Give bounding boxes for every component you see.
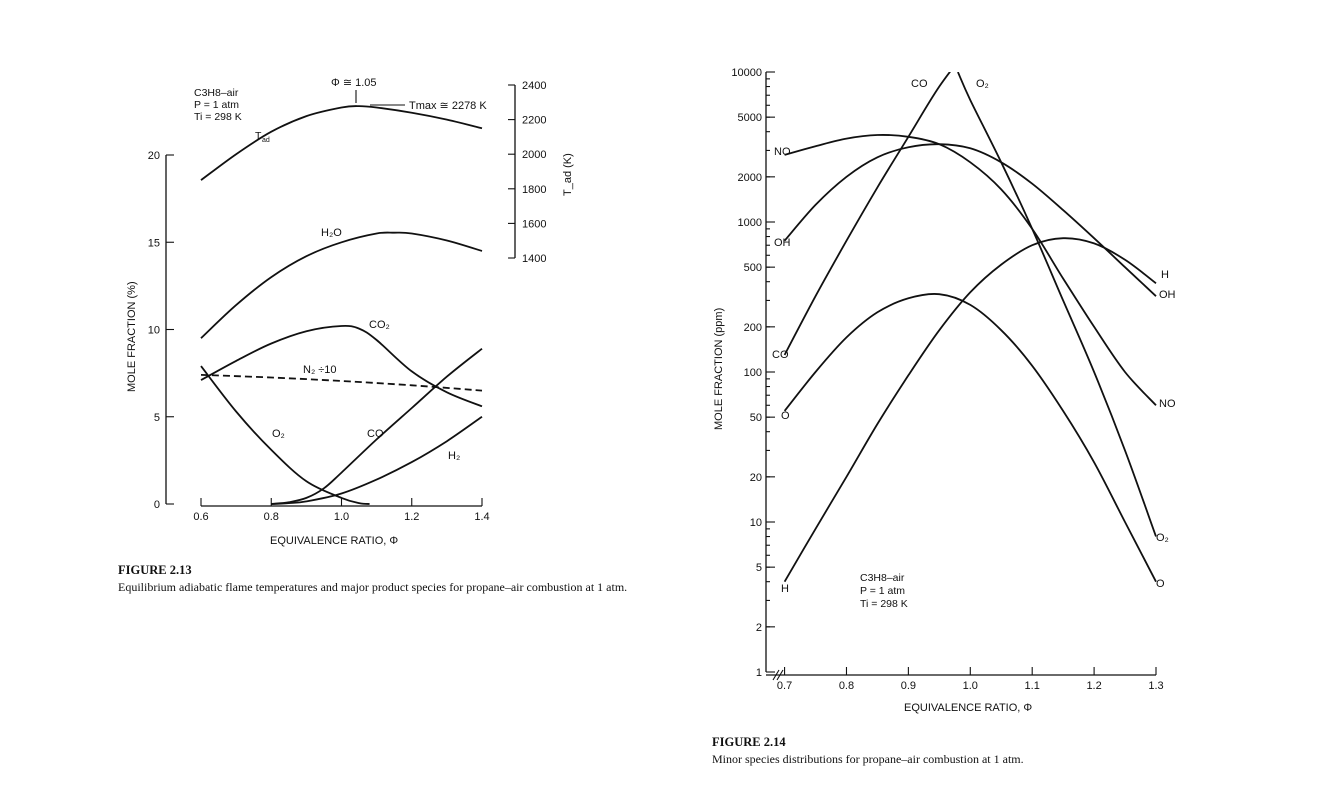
conditions-line-1: C3H8–air [194,87,239,99]
c2-y-tick-label-6: 100 [744,367,762,379]
temperature-axis-label: T_ad (K) [562,153,574,196]
label-co2: CO₂ [369,319,390,331]
figure-2-14-text: Minor species distributions for propane–… [712,752,1024,766]
chart-2-14-conditions-line-1: C3H8–air [860,572,905,584]
c2-y-tick-label-3: 10 [750,517,762,529]
label-h2: H₂ [448,450,460,462]
c2-y-tick-label-11: 5000 [738,112,762,124]
label-o2-right: O₂ [1156,532,1169,544]
c2-curve-oh [783,143,1157,297]
c2-y-tick-label-0: 1 [756,667,762,679]
temperature-tick-label-1: 1600 [522,218,546,230]
c2-curve-h [783,237,1157,583]
x-tick-label-1: 0.8 [264,511,279,523]
c2-y-tick-label-12: 10000 [731,67,762,79]
c2-y-tick-label-4: 20 [750,472,762,484]
c2-curve-no [784,134,1157,406]
label-co-left: CO [772,349,789,361]
figure-2-13-number: FIGURE 2.13 [118,563,192,577]
y-tick-label-4: 20 [148,150,160,162]
chart-2-14-conditions-line-2: P = 1 atm [860,585,905,597]
label-o2-top: O₂ [976,78,989,90]
label-no-left: NO [774,146,791,158]
c2-x-tick-label-0: 0.7 [777,680,792,692]
y-tick-label-1: 5 [154,412,160,424]
chart-2-14-xlabel: EQUIVALENCE RATIO, Φ [904,702,1032,714]
c2-y-tick-label-5: 50 [750,412,762,424]
c2-x-tick-label-6: 1.3 [1148,680,1163,692]
c2-curve-o [783,293,1157,583]
label-co: CO [367,428,384,440]
chart-2-14-conditions-line-3: Ti = 298 K [860,598,908,610]
axis-break-mark-1 [772,669,780,681]
figure-2-14-number: FIGURE 2.14 [712,735,786,749]
label-n2: N₂ ÷10 [303,364,337,376]
curve-o2 [200,365,370,505]
figure-2-13-caption: FIGURE 2.13 Equilibrium adiabatic flame … [118,563,678,594]
curve-t-ad [200,105,483,181]
temperature-tick-label-2: 1800 [522,184,546,196]
y-tick-label-0: 0 [154,499,160,511]
label-h-right: H [1161,269,1169,281]
curve-co [271,347,483,505]
tmax-annotation: Tmax ≅ 2278 K [409,100,487,112]
c2-y-tick-label-10: 2000 [738,172,762,184]
c2-y-tick-label-9: 1000 [738,217,762,229]
c2-x-tick-label-2: 0.9 [901,680,916,692]
conditions-line-3: Ti = 298 K [194,111,242,123]
conditions-line-2: P = 1 atm [194,99,239,111]
c2-x-tick-label-1: 0.8 [839,680,854,692]
label-tad-subscript: ad [262,137,270,144]
label-o2: O₂ [272,428,285,440]
c2-x-tick-label-3: 1.0 [963,680,978,692]
left-y-ticks: 0 5 10 15 20 [148,150,174,511]
figure-2-13-text: Equilibrium adiabatic flame temperatures… [118,580,628,594]
chart-2-13-ylabel: MOLE FRACTION (%) [126,281,138,392]
curve-h2o [200,231,483,339]
label-tad: T [255,130,262,142]
y-tick-label-3: 15 [148,237,160,249]
x-tick-label-2: 1.0 [334,511,349,523]
curve-co2 [200,325,483,408]
chart-2-14-ylabel: MOLE FRACTION (ppm) [713,308,725,430]
label-h2o: H₂O [321,227,342,239]
temperature-tick-label-3: 2000 [522,149,546,161]
x-tick-label-0: 0.6 [193,511,208,523]
temperature-axis-label-text: T_ad (K) [562,153,574,196]
c2-y-tick-label-2: 5 [756,562,762,574]
c2-y-tick-label-1: 2 [756,622,762,634]
c2-x-tick-label-4: 1.1 [1025,680,1040,692]
c2-y-tick-label-7: 200 [744,322,762,334]
c2-curve-o2 [957,72,1157,537]
chart-2-13-curves [200,105,483,505]
label-no-right: NO [1159,398,1176,410]
x-tick-label-3: 1.2 [404,511,419,523]
chart-2-14-curves [783,72,1157,583]
temperature-ticks: 1400 1600 1800 2000 2200 2400 [508,80,546,265]
temperature-tick-label-0: 1400 [522,253,546,265]
figure-2-14-caption: FIGURE 2.14 Minor species distributions … [712,735,1272,766]
label-h-left: H [781,583,789,595]
peak-phi-annotation: Φ ≅ 1.05 [331,77,377,89]
c2-y-tick-label-8: 500 [744,262,762,274]
chart-2-13-xlabel: EQUIVALENCE RATIO, Φ [270,535,398,547]
c2-curve-co [783,72,951,356]
label-co-top: CO [911,78,928,90]
chart-2-14-x-ticks: 0.7 0.8 0.9 1.0 1.1 1.2 1.3 [777,667,1164,692]
label-o-left: O [781,410,790,422]
curve-h2 [271,416,483,505]
y-tick-label-2: 10 [148,325,160,337]
label-oh-right: OH [1159,289,1176,301]
x-tick-label-4: 1.4 [474,511,489,523]
label-oh-left: OH [774,237,791,249]
temperature-tick-label-4: 2200 [522,115,546,127]
x-ticks: 0.6 0.8 1.0 1.2 1.4 [193,498,490,523]
temperature-tick-label-5: 2400 [522,80,546,92]
c2-x-tick-label-5: 1.2 [1086,680,1101,692]
axis-break-mark-2 [776,669,784,681]
label-o-right: O [1156,578,1165,590]
chart-2-14-y-ticks: 1 2 5 10 20 50 100 200 500 1000 2000 5000 10000 [731,67,775,679]
